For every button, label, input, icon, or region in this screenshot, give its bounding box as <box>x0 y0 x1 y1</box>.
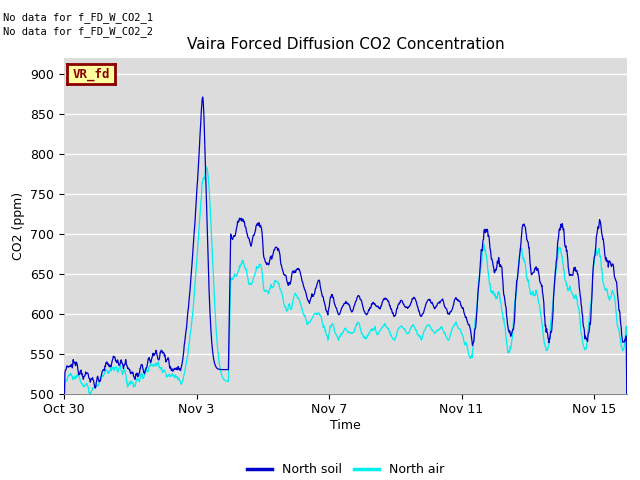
Y-axis label: CO2 (ppm): CO2 (ppm) <box>12 192 25 260</box>
Text: No data for f_FD_W_CO2_1: No data for f_FD_W_CO2_1 <box>3 12 153 23</box>
Title: Vaira Forced Diffusion CO2 Concentration: Vaira Forced Diffusion CO2 Concentration <box>187 37 504 52</box>
Text: VR_fd: VR_fd <box>72 67 110 81</box>
Text: No data for f_FD_W_CO2_2: No data for f_FD_W_CO2_2 <box>3 26 153 37</box>
X-axis label: Time: Time <box>330 419 361 432</box>
Legend: North soil, North air: North soil, North air <box>242 458 449 480</box>
